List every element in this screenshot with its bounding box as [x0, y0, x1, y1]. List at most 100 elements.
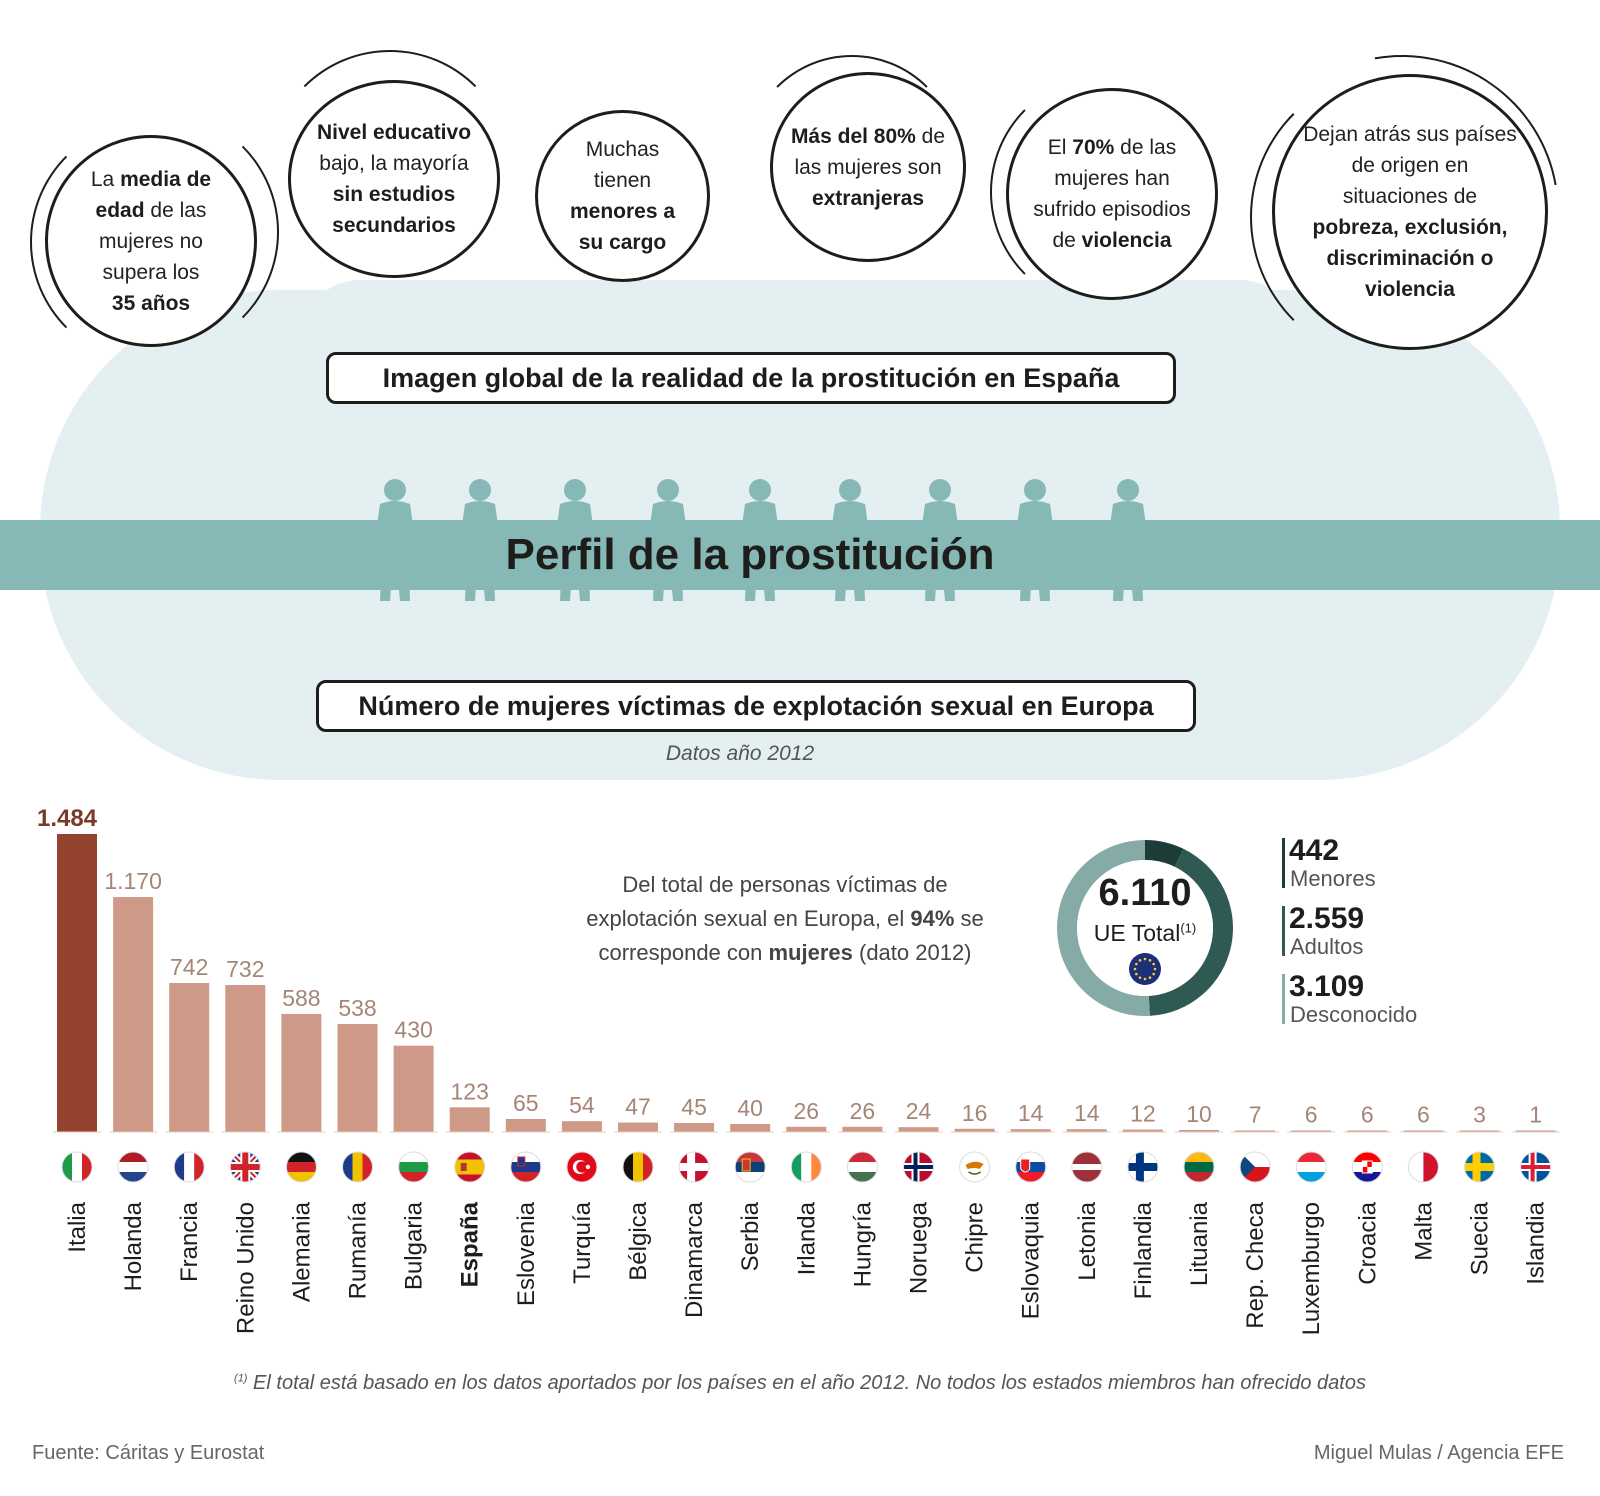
band-title: Perfil de la prostitución: [505, 530, 995, 579]
emphasis-text: violencia: [1081, 229, 1172, 252]
donut-hole: [1077, 860, 1213, 996]
plain-text: de las: [144, 198, 207, 222]
bar-dinamarca: [674, 1122, 715, 1132]
plain-text: tienen: [593, 169, 652, 192]
plain-text: corresponde con: [598, 940, 769, 965]
emphasis-text: edad: [95, 198, 145, 222]
bubble-educacion: Nivel educativo bajo, la mayoría sin estud…: [288, 80, 500, 278]
category-label: Rep. Checa: [1242, 1201, 1269, 1328]
emphasis-text: 35 años: [111, 291, 191, 315]
eu-flag-icon: [1129, 953, 1161, 985]
emphasis-text: pobreza, exclusión,: [1312, 216, 1508, 239]
plain-text: mujeres no: [99, 229, 203, 253]
plain-text: situaciones de: [1342, 185, 1478, 208]
plain-text: sufrido episodios: [1033, 198, 1191, 221]
emphasis-text: secundarios: [332, 214, 456, 237]
category-label: Italia: [64, 1201, 91, 1252]
bar-francia: [169, 983, 210, 1132]
value-label: 7: [1249, 1102, 1262, 1128]
flag-es-icon: [454, 1151, 486, 1183]
flag-bg-icon: [398, 1151, 430, 1183]
plain-text: Dejan atrás sus países: [1303, 123, 1517, 146]
bubble-arc: [1250, 70, 1544, 364]
bar-islandia: [1515, 1130, 1556, 1132]
bar-italia: [57, 834, 97, 1132]
category-label: Holanda: [120, 1201, 147, 1291]
category-label: Lituania: [1186, 1201, 1213, 1286]
flag-hu-icon: [846, 1151, 878, 1183]
bubble-arc: [990, 75, 1224, 309]
flag-hr-icon: [1351, 1151, 1383, 1183]
donut-segment-desconocido: [1057, 840, 1150, 1016]
value-label: 538: [338, 995, 376, 1021]
donut-total-label: UE Total(1): [1035, 920, 1255, 947]
flag-lu-icon: [1295, 1151, 1327, 1183]
donut-total: 6.110: [1098, 872, 1192, 914]
plain-text: mujeres han: [1054, 167, 1170, 190]
plain-text: de: [915, 124, 946, 148]
bubble-arc: [268, 50, 512, 294]
category-label: Alemania: [288, 1201, 315, 1302]
bar-letonia: [1066, 1129, 1107, 1132]
bar-rep-checa: [1235, 1130, 1276, 1132]
value-label: 1.484: [37, 805, 98, 832]
legend-marker: [1282, 906, 1285, 956]
bubble-text: Dejan atrás sus países de origen en situac…: [1303, 119, 1517, 305]
flag-fi-icon: [1127, 1151, 1159, 1183]
bar-serbia: [730, 1123, 771, 1132]
category-label: Hungría: [849, 1201, 876, 1287]
category-label: Francia: [176, 1201, 203, 1282]
emphasis-text: menores a: [569, 200, 676, 223]
bar-irlanda: [786, 1126, 827, 1132]
bar-espa-a: [449, 1107, 490, 1132]
value-label: 47: [625, 1094, 651, 1120]
bar-bulgaria: [393, 1045, 434, 1132]
value-label: 14: [1074, 1100, 1100, 1126]
bubble-extranjeras: Más del 80% de las mujeres son extranjeras: [770, 72, 966, 262]
bubble-origen: Dejan atrás sus países de origen en situac…: [1272, 74, 1548, 350]
emphasis-text: 70%: [1072, 136, 1115, 159]
bar-croacia: [1347, 1130, 1388, 1132]
legend-marker: [1282, 974, 1285, 1024]
emphasis-text: Nivel educativo: [316, 121, 472, 144]
category-label: Finlandia: [1130, 1201, 1157, 1299]
footnote-text: El total está basado en los datos aporta…: [253, 1372, 1366, 1394]
legend-marker: [1282, 838, 1285, 888]
bar-alemania: [281, 1013, 322, 1132]
category-label: Turquía: [569, 1201, 596, 1283]
bar-eslovaquia: [1010, 1129, 1051, 1132]
bubble-violencia: El 70% de las mujeres han sufrido episodio…: [1006, 88, 1218, 300]
value-label: 24: [906, 1098, 932, 1124]
flag-nl-icon: [117, 1151, 149, 1183]
category-label: Suecia: [1467, 1201, 1494, 1275]
category-label: Noruega: [906, 1201, 933, 1294]
legend-label: Desconocido: [1290, 1002, 1418, 1027]
bar-reino-unido: [225, 985, 266, 1132]
donut-segment-menores: [1145, 840, 1184, 867]
flag-fr-icon: [173, 1151, 205, 1183]
bubble-arc: [745, 55, 959, 269]
plain-text: La: [90, 167, 121, 191]
legend-value: 3.109: [1289, 970, 1365, 1003]
emphasis-text: sin estudios: [332, 183, 456, 206]
value-label: 16: [962, 1100, 988, 1126]
plain-text: se: [954, 906, 984, 931]
value-label: 14: [1018, 1100, 1044, 1126]
bar-hungr-a: [842, 1126, 883, 1132]
category-label: Malta: [1410, 1201, 1437, 1260]
value-label: 10: [1186, 1101, 1212, 1127]
legend-label: Menores: [1290, 866, 1376, 891]
flag-be-icon: [622, 1151, 654, 1183]
category-label: Eslovaquia: [1018, 1201, 1045, 1319]
value-label: 65: [513, 1090, 539, 1116]
emphasis-text: mujeres: [768, 940, 853, 965]
flag-it-icon: [61, 1151, 93, 1183]
donut-label-sup: (1): [1180, 920, 1197, 936]
category-label: Reino Unido: [232, 1202, 259, 1334]
bar-chipre: [954, 1128, 995, 1132]
category-label: Dinamarca: [681, 1201, 708, 1318]
category-label: Islandia: [1523, 1201, 1550, 1284]
category-label: Luxemburgo: [1298, 1202, 1325, 1335]
legend-value: 2.559: [1289, 902, 1365, 935]
value-label: 6: [1305, 1102, 1318, 1128]
